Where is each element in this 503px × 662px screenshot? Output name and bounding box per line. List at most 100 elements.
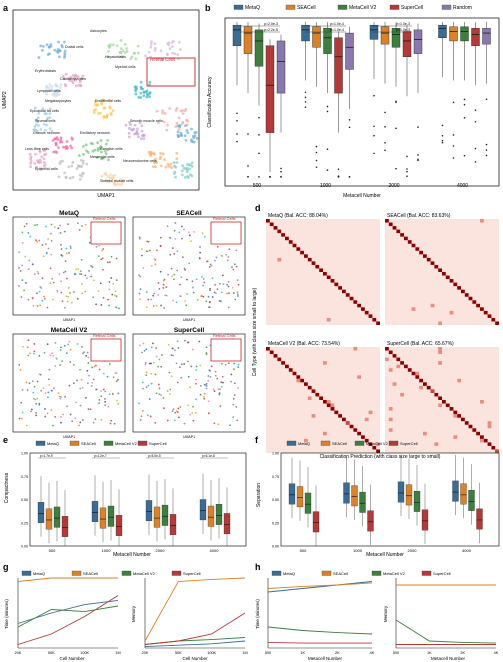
heatmap-diagonal-cell	[476, 431, 480, 436]
heatmap-offdiag-cell	[388, 368, 393, 372]
heatmap-diagonal-cell	[311, 261, 316, 265]
umap-point	[70, 79, 74, 83]
metacell-point	[153, 292, 156, 295]
umap-point	[48, 127, 52, 131]
outlier	[441, 134, 444, 137]
panel-f-y-label: Separation	[256, 483, 262, 507]
series-line	[17, 577, 118, 582]
umap-point	[80, 174, 84, 178]
metacell-point	[172, 299, 175, 302]
umap-point	[92, 108, 96, 112]
panel-h-right-y-label: Memory	[383, 605, 388, 622]
metacell-point	[189, 386, 191, 389]
metacell-point	[181, 237, 183, 240]
heatmap-diagonal-cell	[323, 272, 327, 276]
heatmap-diagonal-cell	[423, 254, 427, 258]
metacell-point	[86, 351, 89, 354]
metacell-point	[107, 405, 110, 408]
metacell-point	[67, 295, 70, 298]
heatmap-offdiag-cell	[323, 361, 327, 365]
heatmap-offdiag-cell	[388, 428, 393, 432]
umap-point	[139, 137, 143, 141]
metacell-point	[66, 300, 69, 303]
legend-label: SuperCell	[400, 441, 418, 446]
metacell-point	[45, 251, 48, 254]
metacell-point	[36, 380, 39, 383]
heatmap-diagonal-cell	[330, 279, 335, 283]
umap-point	[59, 86, 62, 89]
metacell-point	[176, 381, 179, 384]
metacell-point	[160, 365, 163, 368]
metacell-point	[29, 352, 31, 355]
umap-point	[165, 52, 169, 56]
metacell-point	[171, 247, 174, 250]
umap-point	[95, 156, 99, 159]
metacell-point	[64, 260, 67, 263]
metacell-point	[22, 345, 24, 348]
box	[169, 514, 177, 535]
panel-b-y-label: Classification Accuracy	[207, 76, 213, 128]
heatmap-diagonal-cell	[353, 300, 358, 304]
heatmap-diagonal-cell	[326, 275, 331, 280]
umap-point	[194, 131, 198, 134]
metacell-point	[61, 255, 64, 257]
umap-point	[42, 122, 46, 126]
umap-point	[99, 145, 103, 149]
umap-point	[63, 55, 66, 59]
umap-x-label: UMAP1	[183, 318, 195, 322]
heatmap-offdiag-cell	[423, 431, 427, 436]
metacell-point	[214, 370, 217, 373]
box	[37, 502, 45, 523]
umap-point	[33, 161, 37, 165]
metacell-point	[95, 388, 98, 391]
metacell-point	[60, 421, 62, 424]
metacell-point	[183, 228, 185, 231]
panel-b-boxes: 500 1000 2000 4000	[232, 22, 491, 189]
umap-point	[120, 182, 124, 186]
metacell-point	[178, 366, 181, 369]
umap-point	[181, 109, 185, 112]
metacell-point	[27, 268, 30, 271]
metacell-point	[217, 423, 220, 426]
metacell-point	[104, 390, 106, 393]
heatmap-diagonal-cell	[468, 296, 473, 301]
box	[323, 28, 332, 54]
metacell-point	[227, 280, 230, 283]
umap-point	[186, 131, 190, 135]
metacell-point	[139, 344, 141, 347]
metacell-point	[158, 393, 161, 396]
heatmap-diagonal-cell	[461, 417, 465, 422]
heatmap-diagonal-cell	[396, 229, 401, 234]
box	[345, 32, 354, 70]
x-tick-label: 50K	[48, 651, 55, 655]
metacell-point	[70, 301, 73, 304]
outlier	[463, 117, 466, 119]
heatmap-diagonal-cell	[438, 268, 442, 272]
umap-point	[78, 178, 82, 181]
panel-b-legend: MetaQ SEACell MetaCell V2 SuperCell Random	[233, 4, 472, 11]
legend-swatch	[35, 440, 46, 446]
heatmap-diagonal-cell	[311, 389, 316, 393]
metacell-point	[201, 232, 204, 235]
umap-point	[100, 98, 104, 102]
metacell-point	[48, 384, 51, 386]
outlier	[463, 103, 466, 106]
metacell-point	[162, 279, 165, 282]
heatmap-diagonal-cell	[304, 254, 308, 258]
outlier	[452, 101, 455, 104]
metacell-point	[115, 279, 118, 282]
metacell-point	[88, 241, 91, 244]
outlier	[406, 155, 408, 158]
metacell-point	[46, 412, 49, 415]
x-tick-label: 4000	[462, 548, 472, 553]
metacell-point	[141, 254, 143, 257]
umap-point	[39, 160, 43, 164]
heatmap-offdiag-cell	[449, 310, 454, 315]
heatmap-diagonal-cell	[407, 240, 412, 244]
metacell-point	[150, 372, 153, 375]
umap-point	[139, 87, 143, 91]
metacell-point	[102, 388, 105, 391]
metacell-point	[160, 394, 162, 396]
legend-label: MetaQ	[33, 571, 45, 576]
umap-point	[189, 138, 193, 142]
